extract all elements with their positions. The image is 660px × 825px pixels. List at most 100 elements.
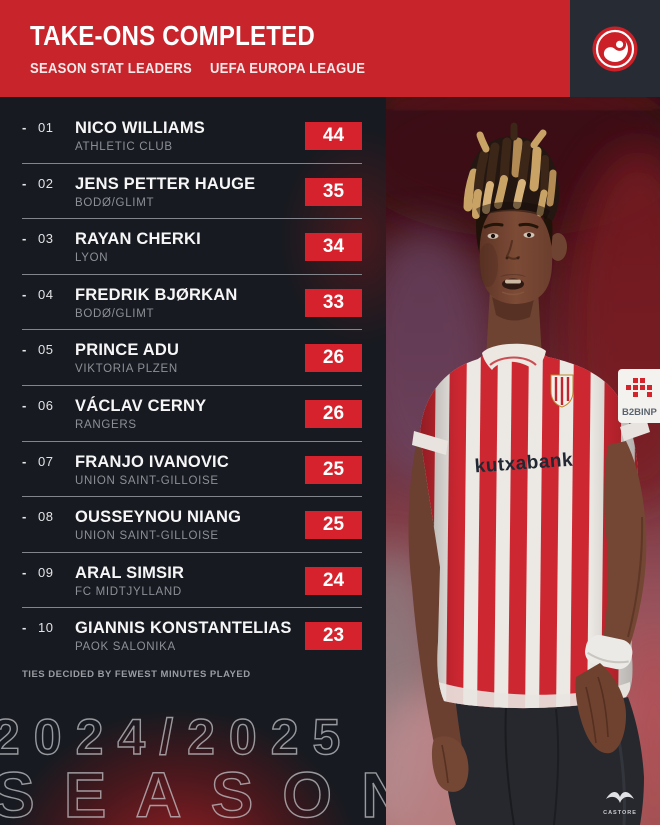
- red-glow-bottom: [0, 657, 420, 825]
- stadium-rail-blur: [386, 99, 660, 106]
- sleeve-patch: B2BINP: [618, 369, 660, 423]
- table-row: - 01 NICO WILLIAMS ATHLETIC CLUB 44: [22, 108, 362, 164]
- rank-change-dash: -: [22, 286, 27, 302]
- player-name: FRANJO IVANOVIC: [75, 452, 229, 471]
- player-name: JENS PETTER HAUGE: [75, 174, 256, 193]
- table-row: - 09 ARAL SIMSIR FC MIDTJYLLAND 24: [22, 553, 362, 609]
- rank-number: 05: [38, 342, 54, 358]
- player-cell: ARAL SIMSIR FC MIDTJYLLAND: [75, 563, 305, 598]
- team-name: VIKTORIA PLZEN: [75, 363, 178, 376]
- team-name: UNION SAINT-GILLOISE: [75, 530, 219, 543]
- player-name: GIANNIS KONSTANTELIAS: [75, 619, 292, 638]
- table-row: - 02 JENS PETTER HAUGE BODØ/GLIMT 35: [22, 164, 362, 220]
- header-red-band: TAKE-ONS COMPLETED SEASON STAT LEADERS U…: [0, 0, 570, 97]
- rank-number: 04: [38, 286, 54, 302]
- table-row: - 07 FRANJO IVANOVIC UNION SAINT-GILLOIS…: [22, 442, 362, 498]
- team-name: BODØ/GLIMT: [75, 307, 155, 320]
- player-name: FREDRIK BJØRKAN: [75, 285, 238, 304]
- team-name: UNION SAINT-GILLOISE: [75, 474, 219, 487]
- team-name: ATHLETIC CLUB: [75, 141, 173, 153]
- player-cell: FREDRIK BJØRKAN BODØ/GLIMT: [75, 285, 305, 320]
- stat-value-box: 33: [305, 288, 362, 317]
- season-watermark: 2024/2025 SEASON: [0, 709, 437, 825]
- left-hand: [575, 663, 626, 754]
- subtitle: SEASON STAT LEADERS UEFA EUROPA LEAGUE: [30, 61, 516, 77]
- player-name: NICO WILLIAMS: [75, 119, 205, 137]
- stat-value-box: 24: [305, 566, 362, 595]
- logo-block: [570, 0, 660, 97]
- table-row: - 05 PRINCE ADU VIKTORIA PLZEN 26: [22, 330, 362, 386]
- player-cell: NICO WILLIAMS ATHLETIC CLUB: [75, 119, 305, 154]
- player-name: OUSSEYNOU NIANG: [75, 508, 242, 527]
- squawka-logo-icon: [592, 26, 638, 71]
- rank-number: 02: [38, 175, 54, 191]
- stat-value-box: 35: [305, 177, 362, 206]
- table-row: - 08 OUSSEYNOU NIANG UNION SAINT-GILLOIS…: [22, 497, 362, 553]
- subtitle-competition: UEFA EUROPA LEAGUE: [209, 61, 366, 77]
- stat-value-box: 25: [305, 511, 362, 540]
- table-row: - 04 FREDRIK BJØRKAN BODØ/GLIMT 33: [22, 275, 362, 331]
- player-name: VÁCLAV CERNY: [75, 396, 207, 415]
- player-head: [463, 122, 567, 304]
- player-cell: VÁCLAV CERNY RANGERS: [75, 396, 305, 431]
- rank-change-dash: -: [22, 342, 27, 358]
- rank-number: 01: [38, 120, 54, 135]
- stat-value-box: 44: [305, 122, 362, 150]
- stat-value-box: 25: [305, 455, 362, 484]
- team-name: BODØ/GLIMT: [75, 196, 155, 209]
- player-name: ARAL SIMSIR: [75, 563, 185, 582]
- right-hand: [431, 736, 469, 792]
- rank-number: 07: [38, 453, 54, 469]
- player-name: PRINCE ADU: [75, 341, 180, 360]
- rank-change-dash: -: [22, 453, 27, 469]
- player-name: RAYAN CHERKI: [75, 230, 201, 249]
- rank-number: 10: [38, 620, 54, 636]
- leaderboard-rows: - 01 NICO WILLIAMS ATHLETIC CLUB 44 - 02…: [22, 108, 362, 664]
- dreadlocks: [463, 122, 560, 221]
- table-row: - 06 VÁCLAV CERNY RANGERS 26: [22, 386, 362, 442]
- sleeve-patch-text: B2BINP: [622, 407, 658, 418]
- rank-change-dash: -: [22, 620, 27, 636]
- page-title: TAKE-ONS COMPLETED: [30, 20, 315, 51]
- rank-number: 08: [38, 509, 54, 525]
- team-name: PAOK SALONIKA: [75, 641, 176, 654]
- rank-change-dash: -: [22, 564, 27, 580]
- stat-value-box: 34: [305, 233, 362, 262]
- stat-value-box: 23: [305, 622, 362, 651]
- sleeve-hem-left: [620, 418, 650, 441]
- club-crest-icon: [550, 374, 574, 408]
- rank-change-dash: -: [22, 231, 27, 247]
- season-years: 2024/2025: [0, 709, 355, 765]
- ear: [549, 233, 567, 261]
- subtitle-stat-leaders: SEASON STAT LEADERS: [30, 61, 192, 77]
- player-photo: CASTORE: [386, 97, 660, 825]
- header: TAKE-ONS COMPLETED SEASON STAT LEADERS U…: [0, 0, 660, 97]
- stat-value-box: 26: [305, 399, 362, 428]
- rank-change-dash: -: [22, 509, 27, 525]
- face: [479, 203, 553, 304]
- rank-change-dash: -: [22, 397, 27, 413]
- player-cell: RAYAN CHERKI LYON: [75, 230, 305, 265]
- shorts-brand-text: CASTORE: [603, 810, 637, 816]
- rank-number: 03: [38, 231, 54, 247]
- rank-change-dash: -: [22, 120, 27, 135]
- rank-number: 06: [38, 397, 54, 413]
- rank-number: 09: [38, 564, 54, 580]
- stat-value-box: 26: [305, 344, 362, 373]
- team-name: FC MIDTJYLLAND: [75, 585, 182, 598]
- team-name: LYON: [75, 252, 109, 265]
- rank-change-dash: -: [22, 175, 27, 191]
- table-row: - 10 GIANNIS KONSTANTELIAS PAOK SALONIKA…: [22, 608, 362, 664]
- player-illustration: CASTORE: [386, 97, 660, 825]
- castore-logo: CASTORE: [603, 792, 637, 816]
- player-cell: JENS PETTER HAUGE BODØ/GLIMT: [75, 174, 305, 209]
- wristband: [585, 634, 633, 670]
- left-arm: [575, 441, 647, 754]
- sleeve-hem-right: [412, 431, 448, 455]
- leaderboard-panel: 2024/2025 SEASON - 01 NICO WILLIAMS ATHL…: [0, 87, 470, 825]
- season-word: SEASON: [0, 759, 437, 825]
- footnote: TIES DECIDED BY FEWEST MINUTES PLAYED: [22, 669, 251, 680]
- player-cell: FRANJO IVANOVIC UNION SAINT-GILLOISE: [75, 452, 305, 487]
- player-cell: GIANNIS KONSTANTELIAS PAOK SALONIKA: [75, 619, 305, 654]
- table-row: - 03 RAYAN CHERKI LYON 34: [22, 219, 362, 275]
